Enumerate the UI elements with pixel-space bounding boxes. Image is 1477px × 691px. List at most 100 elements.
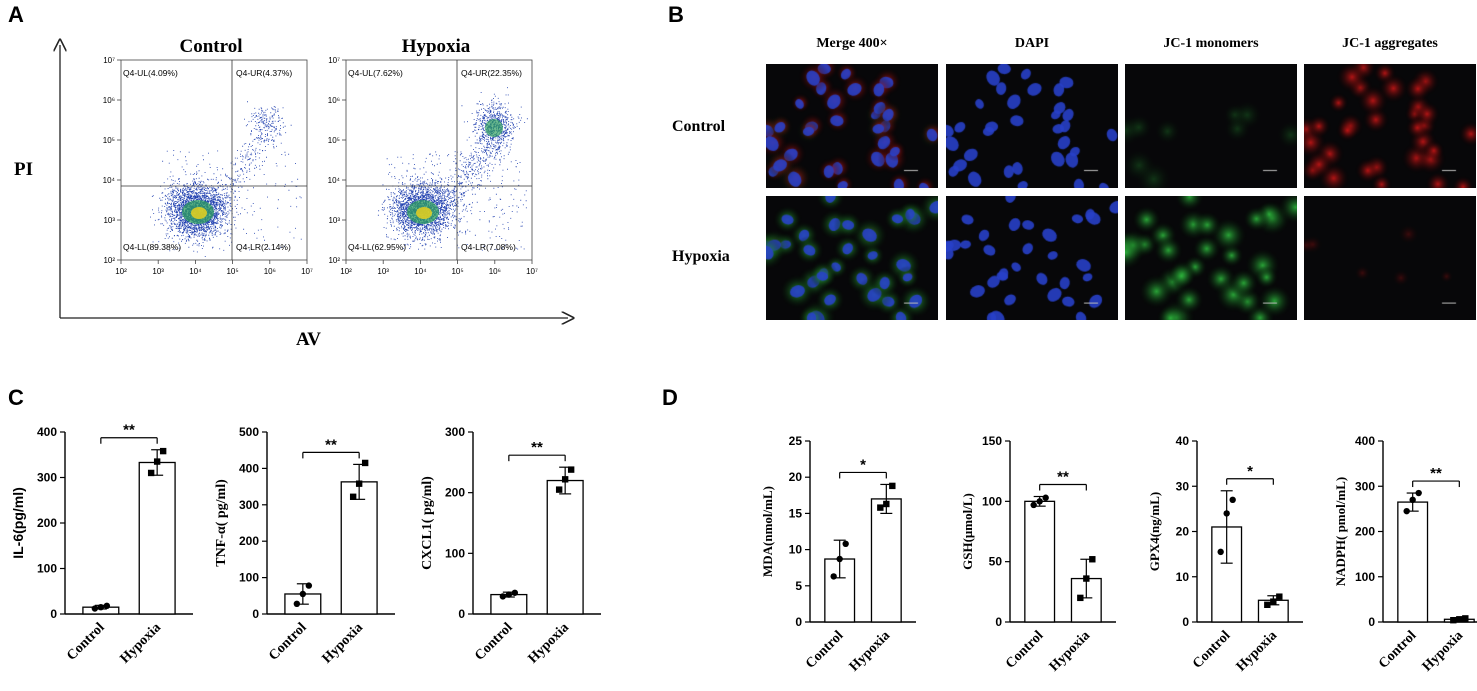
flow-x-tick-label: 10⁵ [451,267,463,276]
flow-y-tick-label: 10⁷ [328,56,340,65]
flow-y-tick-label: 10⁷ [103,56,115,65]
bar-y-tick-label: 200 [1355,525,1375,539]
bar-hypoxia [138,461,176,615]
flow-plot-frame [120,59,308,261]
data-point-hypoxia [1450,616,1457,624]
bar-y-tick-label: 40 [1176,434,1190,448]
flow-plot-title: Hypoxia [402,36,471,57]
bar-y-tick-label: 200 [445,486,465,500]
category-label: Hypoxia [526,620,572,666]
data-point-hypoxia [567,466,575,473]
data-point-hypoxia [147,469,155,477]
data-point-hypoxia [877,504,884,511]
data-point-hypoxia [1077,594,1084,602]
bar-y-tick-label: 200 [37,516,57,530]
quadrant-lr-label: Q4-LR(2.14%) [236,242,291,252]
quadrant-ll-label: Q4-LL(62.95%) [348,242,406,252]
data-point-control [97,603,105,611]
quadrant-ur-label: Q4-UR(4.37%) [236,68,292,78]
bar-chart-4: 0 50 100 150 GSH(μmol/L) Control Hypoxia ** [960,434,1116,675]
category-label: Control [266,620,310,664]
bar-y-tick-label: 100 [37,562,57,576]
quadrant-lr-label: Q4-LR(7.08%) [461,242,516,252]
bar-y-tick-label: 0 [1368,615,1375,629]
bar-y-tick-label: 500 [239,425,259,439]
bar-y-axis-label: GPX4(ng/mL) [1147,492,1162,571]
data-point-hypoxia [349,493,357,500]
flow-y-tick-label: 10⁶ [328,96,340,105]
flow-density-core [485,119,503,137]
bar-y-tick-label: 0 [458,607,465,621]
flow-x-axis-label: AV [296,329,321,350]
bar-y-tick-label: 10 [789,543,803,557]
significance-marker: * [1247,463,1253,480]
flow-x-tick-label: 10⁶ [264,267,276,276]
category-label: Control [803,628,847,672]
category-label: Hypoxia [1420,628,1466,674]
bar-hypoxia [340,481,378,615]
flow-y-tick-label: 10⁴ [328,176,341,185]
data-point-control [299,590,307,598]
flow-y-tick-label: 10⁵ [103,136,115,145]
data-point-control [1042,494,1049,501]
flow-y-tick-label: 10⁶ [103,96,115,105]
panel-letter-d: D [662,385,678,410]
bar-control [1397,501,1429,623]
flow-y-tick-label: 10⁵ [328,136,340,145]
data-point-hypoxia [1089,556,1096,563]
category-label: Hypoxia [1234,628,1280,674]
flow-x-tick-label: 10³ [152,267,164,276]
bar-y-tick-label: 20 [789,470,803,484]
significance-marker: * [860,456,866,473]
data-point-control [505,591,513,598]
data-point-control [1030,501,1037,509]
flow-x-tick-label: 10² [340,267,352,276]
bar-y-tick-label: 150 [982,434,1002,448]
data-point-control [1223,510,1230,517]
bar-y-tick-label: 100 [1355,570,1375,584]
flow-plot-hypoxia: Hypoxia Q4-UL(7.62%) Q4-UR(22.35%) Q4-LL… [328,36,538,276]
data-point-control [293,600,301,608]
flow-plot-control: Control Q4-UL(4.09%) Q4-UR(4.37%) Q4-LL(… [103,36,313,276]
bar-y-tick-label: 10 [1176,570,1190,584]
flow-y-tick-label: 10² [103,256,115,265]
bar-y-tick-label: 300 [239,498,259,512]
data-point-hypoxia [1270,598,1277,605]
bar-control [1024,500,1056,623]
bar-y-tick-label: 0 [795,615,802,629]
bar-hypoxia [546,479,584,615]
flow-x-tick-label: 10⁴ [189,267,202,276]
data-point-hypoxia [883,500,890,508]
bar-chart-1: 0 100 200 300 400 500 TNF-α( pg/ml) Control Hypo… [214,425,395,667]
bar-y-tick-label: 0 [995,615,1002,629]
flow-density-peak [416,207,432,219]
data-point-control [842,540,849,548]
bar-chart-2: 0 100 200 300 CXCL1( pg/ml) Control Hypoxia ** [420,425,601,667]
data-point-hypoxia [889,482,896,490]
bar-y-tick-label: 400 [37,425,57,439]
category-label: Control [1190,628,1234,672]
bar-y-tick-label: 100 [982,494,1002,508]
flow-plot-title: Control [180,36,243,57]
data-point-control [1409,496,1416,504]
panel-letter-c: C [8,385,24,410]
flow-plot-frame [345,59,533,261]
category-label: Control [1003,628,1047,672]
significance-marker: ** [325,436,337,453]
category-label: Hypoxia [118,620,164,666]
data-point-control [305,582,313,589]
data-point-hypoxia [153,458,161,465]
panel-letter-b: B [668,2,684,27]
bar-y-tick-label: 5 [795,579,802,593]
category-label: Hypoxia [1047,628,1093,674]
data-point-hypoxia [1264,601,1271,609]
bar-chart-0: 0 100 200 300 400 IL-6(pg/ml) Control Hypoxia ** [10,422,193,667]
flow-x-tick-label: 10⁷ [526,267,538,276]
bar-y-tick-label: 400 [239,461,259,475]
data-point-control [1229,496,1236,504]
significance-marker: ** [123,422,135,439]
bar-y-axis-label: CXCL1( pg/ml) [420,476,435,570]
bar-y-tick-label: 20 [1176,525,1190,539]
bar-chart-3: 0 5 10 15 20 25 MDA(nmol/mL) Control Hypoxia * [760,434,916,675]
bar-y-tick-label: 300 [1355,479,1375,493]
